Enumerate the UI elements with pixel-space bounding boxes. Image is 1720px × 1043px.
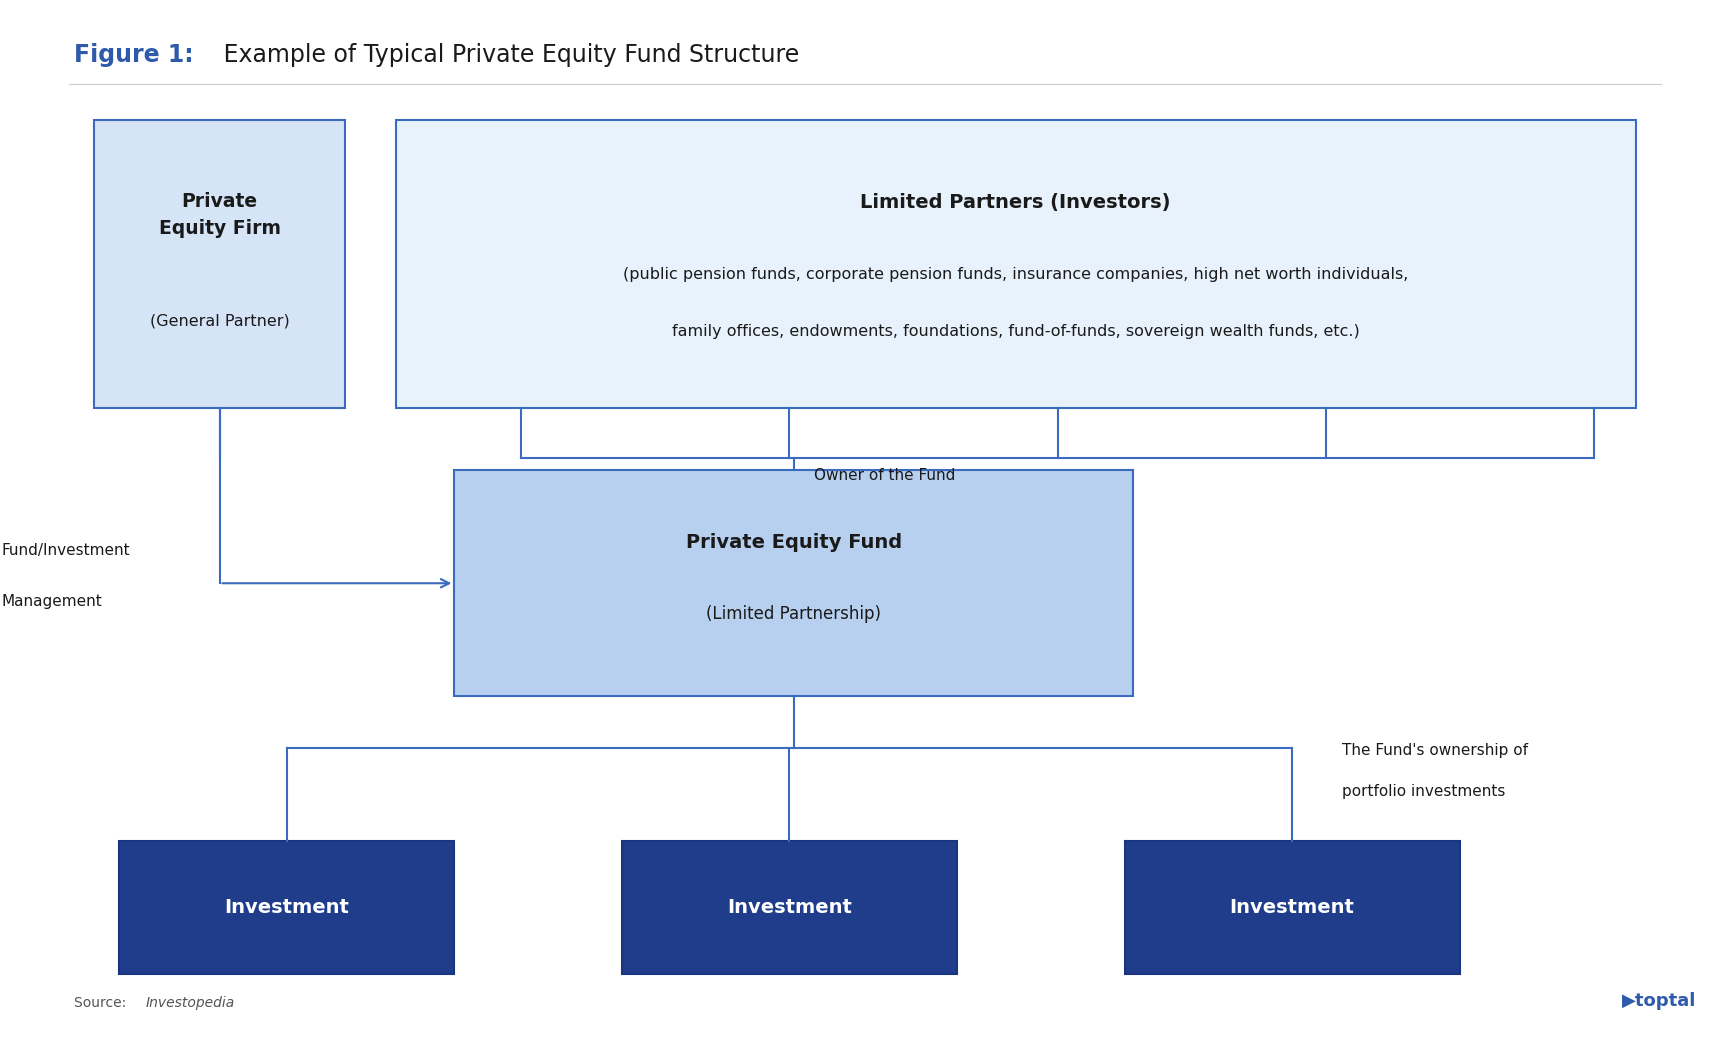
- Text: Investopedia: Investopedia: [146, 996, 236, 1011]
- Text: Fund/Investment: Fund/Investment: [2, 542, 131, 558]
- Text: family offices, endowments, foundations, fund-of-funds, sovereign wealth funds, : family offices, endowments, foundations,…: [673, 323, 1359, 339]
- Text: Example of Typical Private Equity Fund Structure: Example of Typical Private Equity Fund S…: [217, 43, 800, 67]
- Text: Figure 1:: Figure 1:: [74, 43, 193, 67]
- Text: The Fund's ownership of: The Fund's ownership of: [1342, 743, 1529, 758]
- Text: Investment: Investment: [224, 898, 349, 917]
- FancyBboxPatch shape: [454, 470, 1133, 697]
- Text: (public pension funds, corporate pension funds, insurance companies, high net wo: (public pension funds, corporate pension…: [623, 267, 1409, 282]
- Text: ▶toptal: ▶toptal: [1622, 992, 1696, 1011]
- Text: Investment: Investment: [1230, 898, 1355, 917]
- Text: Investment: Investment: [728, 898, 851, 917]
- Text: (Limited Partnership): (Limited Partnership): [707, 605, 881, 623]
- Text: Source:: Source:: [74, 996, 131, 1011]
- Text: Limited Partners (Investors): Limited Partners (Investors): [860, 193, 1171, 212]
- Text: (General Partner): (General Partner): [150, 313, 289, 329]
- Text: Private
Equity Firm: Private Equity Firm: [158, 192, 280, 238]
- FancyBboxPatch shape: [1125, 841, 1460, 974]
- Text: portfolio investments: portfolio investments: [1342, 784, 1505, 799]
- FancyBboxPatch shape: [119, 841, 454, 974]
- FancyBboxPatch shape: [396, 120, 1636, 408]
- FancyBboxPatch shape: [95, 120, 346, 408]
- Text: Owner of the Fund: Owner of the Fund: [814, 468, 955, 483]
- Text: Management: Management: [2, 593, 103, 608]
- FancyBboxPatch shape: [623, 841, 956, 974]
- Text: Private Equity Fund: Private Equity Fund: [686, 533, 901, 552]
